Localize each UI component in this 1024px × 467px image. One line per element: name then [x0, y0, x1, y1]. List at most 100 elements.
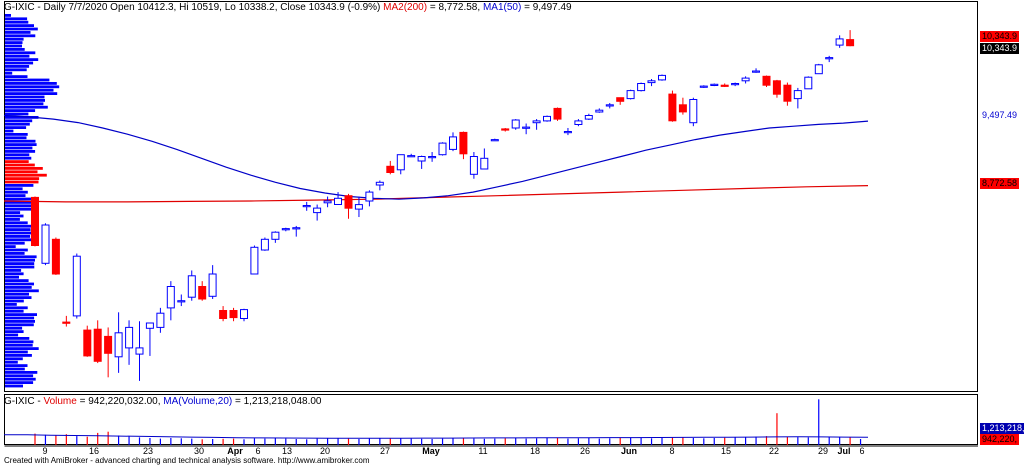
volume-profile-bar: [5, 173, 47, 177]
volume-profile-bar: [5, 292, 29, 296]
volume-profile-bar: [5, 160, 29, 163]
volume-profile-bar: [5, 337, 30, 340]
volume-profile-bar: [5, 377, 36, 381]
volume-profile-bar: [5, 194, 26, 197]
candle-body: [710, 83, 719, 87]
x-tick-label: Jul: [837, 446, 851, 456]
candle-body: [396, 154, 405, 171]
candle-body: [658, 74, 666, 81]
volume-profile: [5, 14, 60, 388]
close-tag-top: 10,343.9: [980, 31, 1020, 42]
volume-profile-bar: [5, 201, 36, 204]
volume-profile-bar: [5, 156, 32, 160]
volume-profile-bar: [5, 357, 23, 361]
volume-profile-bar: [5, 61, 34, 65]
candle-body: [114, 332, 123, 358]
x-tick-label: 15: [720, 446, 732, 456]
candle-body: [846, 39, 855, 47]
volume-profile-bar: [5, 330, 24, 333]
volume-ma-legend-label: MA(Volume,20): [163, 396, 233, 407]
volume-profile-bar: [5, 20, 29, 24]
volume-profile-bar: [5, 320, 35, 323]
x-tick-label: 13: [281, 446, 293, 456]
volume-profile-bar: [5, 316, 35, 320]
candle-body: [323, 200, 332, 204]
candle-body: [219, 310, 228, 319]
volume-profile-bar: [5, 119, 33, 123]
candle-body: [522, 126, 531, 129]
candle-body: [459, 131, 468, 155]
volume-profile-bar: [5, 374, 34, 378]
candle-body: [574, 120, 583, 126]
volume-profile-bar: [5, 122, 30, 126]
volume-panel-header: G-IXIC - Volume = 942,220,032.00, MA(Vol…: [4, 396, 322, 407]
volume-profile-bar: [5, 241, 25, 245]
candle-body: [302, 205, 311, 208]
x-tick-label: 8: [669, 446, 675, 456]
candle-body: [605, 104, 614, 107]
candle-body: [344, 195, 353, 209]
volume-profile-bar: [5, 51, 36, 55]
candle-body: [793, 90, 802, 100]
x-tick-label: 29: [817, 446, 829, 456]
candle-body: [229, 310, 238, 319]
candles-group: [31, 30, 855, 381]
candle-body: [31, 196, 39, 246]
candle-body: [292, 227, 301, 230]
volume-profile-bar: [5, 65, 30, 68]
volume-profile-bar: [5, 139, 36, 143]
candle-body: [135, 347, 144, 355]
candle-body: [386, 165, 395, 174]
candle-body: [595, 109, 604, 113]
candle-body: [449, 136, 457, 150]
volume-profile-bar: [5, 44, 22, 48]
volume-profile-bar: [5, 136, 27, 140]
candle-body: [511, 119, 520, 129]
candle-body: [741, 77, 750, 82]
candle-body: [501, 128, 510, 131]
ma200-tag: 8,772.58: [980, 178, 1020, 189]
candle-body: [187, 275, 196, 298]
ma200-legend-label: MA2(200): [383, 2, 428, 13]
volume-profile-bar: [5, 126, 27, 129]
volume-legend-value: = 942,220,032.00,: [79, 396, 161, 407]
candle-body: [731, 83, 740, 86]
volume-profile-bar: [5, 207, 35, 211]
volume-profile-bar: [5, 146, 33, 150]
candle-body: [532, 120, 541, 124]
volume-profile-bar: [5, 343, 33, 347]
volume-profile-bar: [5, 24, 34, 27]
volume-profile-bar: [5, 235, 31, 238]
volume-profile-bar: [5, 214, 24, 218]
ma200-legend-value: = 8,772.58,: [429, 2, 481, 13]
candle-body: [825, 57, 834, 60]
volume-profile-bar: [5, 41, 23, 44]
volume-profile-bar: [5, 211, 21, 214]
volume-profile-bar: [5, 347, 39, 350]
volume-profile-bar: [5, 333, 19, 337]
volume-profile-bar: [5, 187, 23, 191]
candle-body: [83, 329, 92, 357]
volume-profile-bar: [5, 92, 58, 95]
volume-ma-line: [4, 434, 869, 439]
volume-profile-bar: [5, 258, 35, 262]
volume-profile-bar: [5, 354, 32, 357]
volume-profile-bar: [5, 323, 34, 327]
price-panel-header: G-IXIC - Daily 7/7/2020 Open 10412.3, Hi…: [4, 2, 572, 13]
volume-profile-bar: [5, 58, 39, 61]
volume-profile-bar: [5, 275, 19, 279]
candle-body: [783, 84, 792, 102]
candle-body: [72, 255, 81, 317]
volume-profile-bar: [5, 224, 35, 228]
candle-body: [553, 107, 562, 120]
volume-profile-bar: [5, 177, 40, 180]
volume-profile-bar: [5, 262, 35, 265]
volume-profile-bar: [5, 167, 43, 170]
candle-body: [469, 156, 478, 175]
candle-body: [177, 300, 186, 303]
volume-profile-bar: [5, 71, 13, 75]
volume-profile-bar: [5, 231, 39, 235]
x-tick-label: 16: [88, 446, 100, 456]
volume-profile-bar: [5, 381, 34, 384]
volume-bars-group: [34, 399, 862, 445]
